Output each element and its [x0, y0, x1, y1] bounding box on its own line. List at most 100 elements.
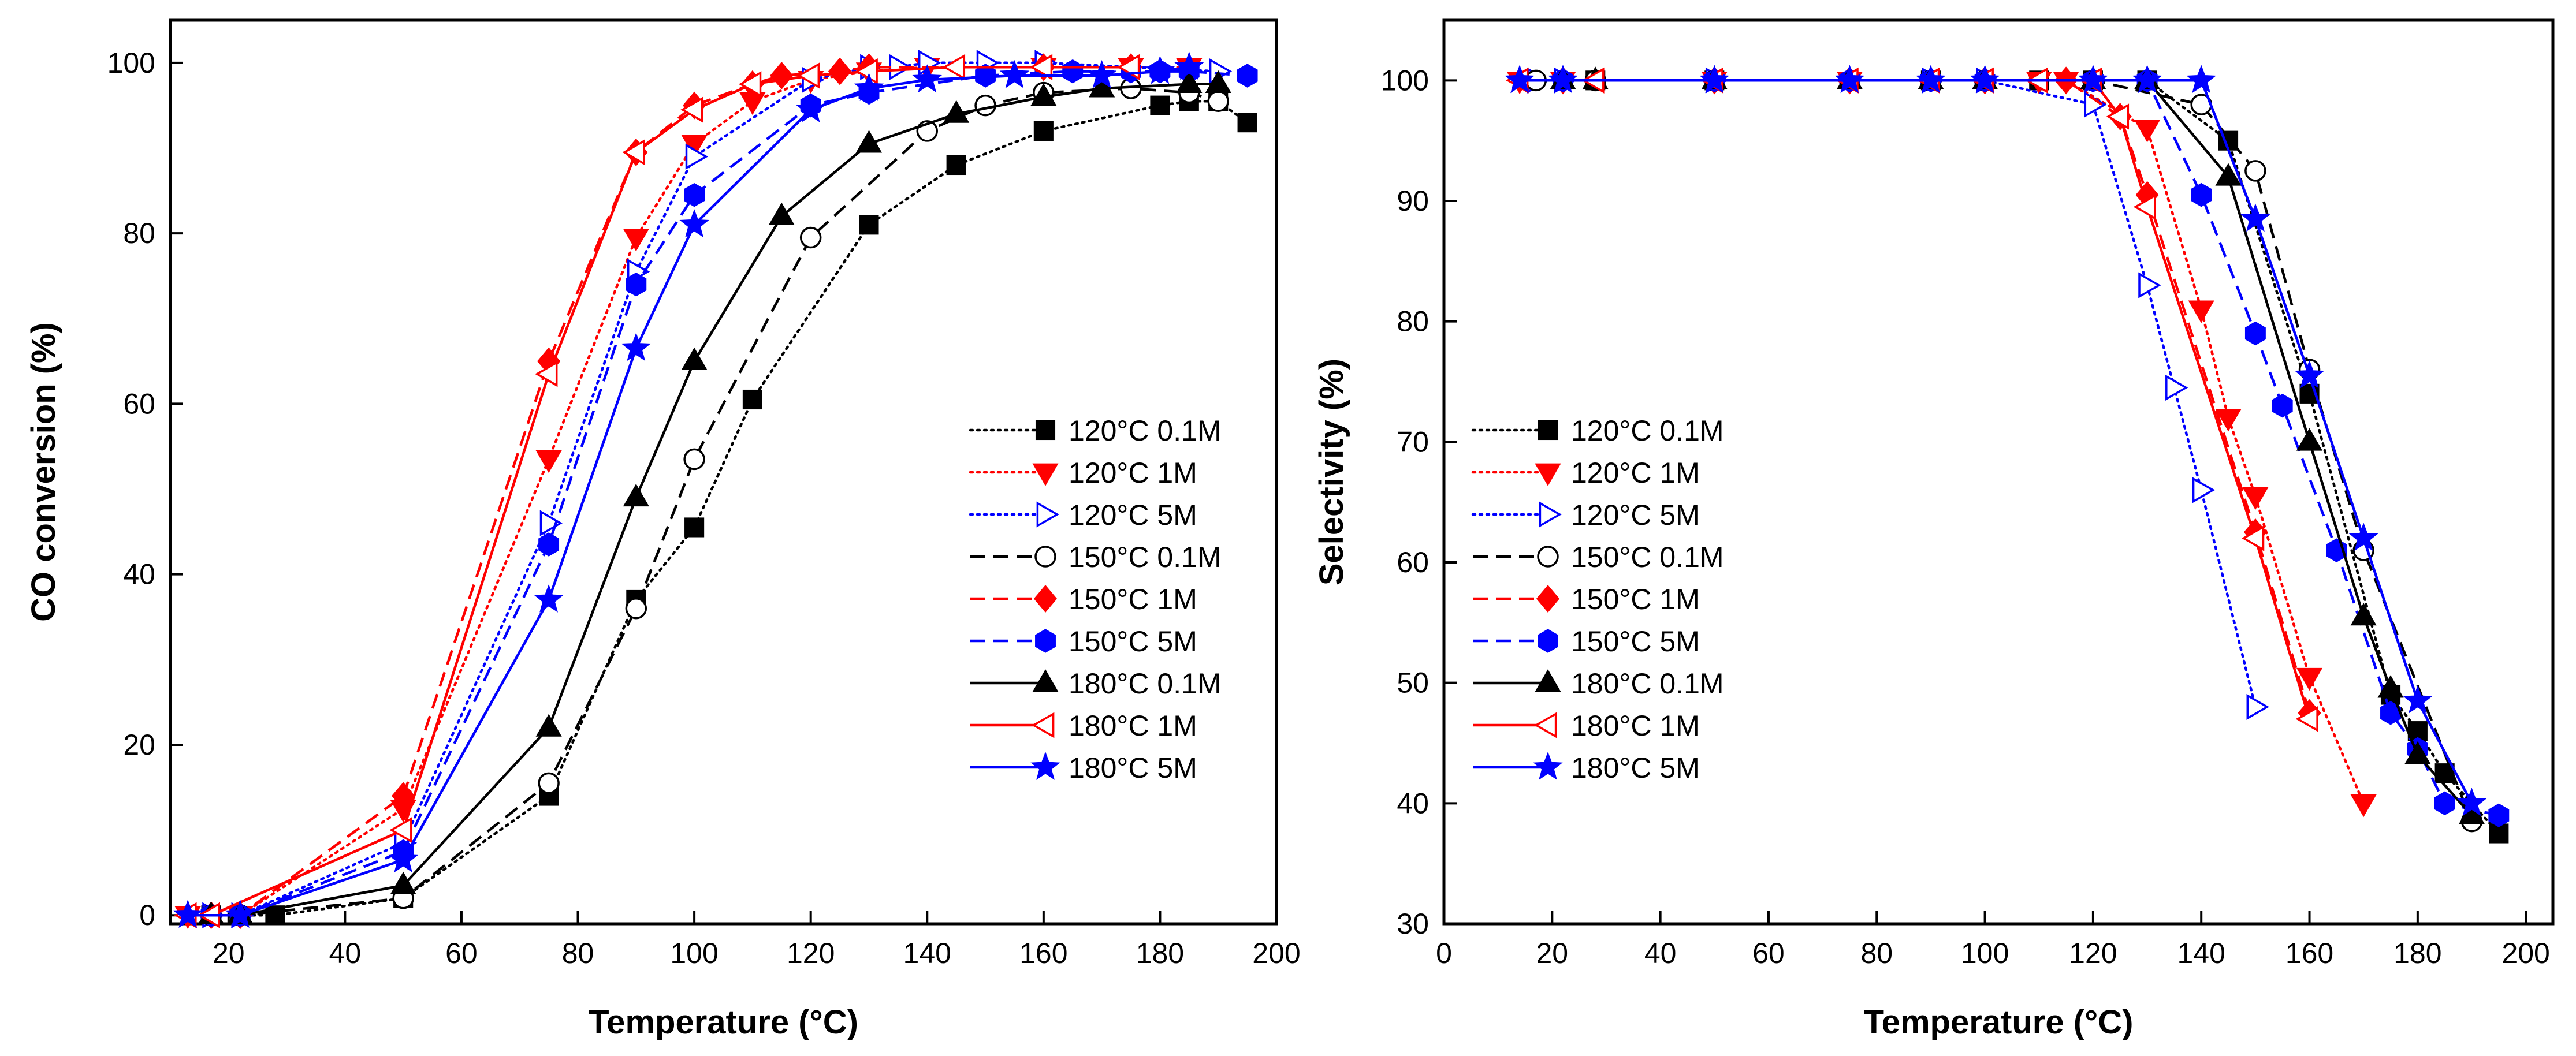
conversion-data-point [1237, 64, 1258, 88]
conversion-data-point [975, 64, 996, 88]
conversion-data-point [683, 448, 705, 471]
selectivity-data-point [2188, 300, 2214, 323]
selectivity-data-point [2434, 791, 2455, 816]
selectivity-legend-marker [1535, 463, 1561, 486]
selectivity-data-point [1834, 65, 1865, 94]
selectivity-legend-item: 120°C 0.1M [1471, 415, 1724, 447]
conversion-data-point [623, 229, 649, 252]
conversion-series-8 [173, 51, 1204, 928]
conversion-data-point [539, 510, 563, 536]
conversion-data-point [854, 73, 884, 101]
conversion-data-point [684, 517, 705, 538]
selectivity-legend-label: 120°C 1M [1571, 457, 1700, 489]
selectivity-legend-label: 150°C 0.1M [1571, 541, 1724, 573]
selectivity-legend-item: 180°C 5M [1473, 751, 1700, 784]
selectivity-data-point [2165, 374, 2188, 401]
conversion-data-point [1033, 121, 1054, 141]
selectivity-data-point [2242, 487, 2269, 510]
selectivity-data-point [1916, 65, 1946, 94]
conversion-legend-marker [1033, 585, 1058, 613]
selectivity-data-point [2350, 602, 2377, 626]
selectivity-data-point [2134, 120, 2161, 143]
selectivity-legend-label: 120°C 5M [1571, 499, 1700, 531]
selectivity-data-point [2215, 163, 2242, 186]
conversion-data-point [1030, 83, 1057, 106]
conversion-data-point [912, 64, 943, 93]
selectivity-data-point [2240, 203, 2270, 232]
conversion-data-point [1086, 59, 1117, 88]
conversion-x-tick-label: 160 [1019, 937, 1067, 969]
selectivity-data-point [2078, 65, 2108, 94]
conversion-data-point [538, 532, 560, 557]
selectivity-legend-item: 150°C 5M [1473, 625, 1700, 658]
conversion-data-point [535, 361, 558, 387]
selectivity-x-tick-label: 60 [1752, 937, 1785, 969]
selectivity-y-tick-label: 80 [1397, 305, 1429, 338]
selectivity-legend-label: 180°C 5M [1571, 752, 1700, 784]
conversion-data-point [1205, 70, 1231, 94]
conversion-x-tick-label: 140 [903, 937, 951, 969]
selectivity-data-point [2186, 65, 2216, 94]
selectivity-legend-label: 150°C 5M [1571, 625, 1700, 658]
conversion-data-point [1174, 51, 1204, 80]
conversion-data-point [1089, 74, 1115, 98]
selectivity-y-axis-label: Selectivity (%) [1313, 359, 1350, 585]
conversion-data-point [974, 94, 996, 117]
selectivity-x-tick-label: 0 [1436, 937, 1452, 969]
selectivity-x-axis-label: Temperature (°C) [1864, 1003, 2134, 1041]
selectivity-data-point [2132, 65, 2162, 94]
selectivity-x-tick-label: 20 [1536, 937, 1569, 969]
conversion-data-point [768, 202, 795, 225]
conversion-legend-marker [1032, 669, 1059, 692]
conversion-legend-marker [1032, 712, 1055, 738]
conversion-legend-label: 150°C 5M [1069, 625, 1197, 658]
selectivity-legend-marker [1537, 546, 1559, 568]
selectivity-legend-item: 180°C 1M [1473, 710, 1700, 742]
conversion-data-point [625, 597, 647, 620]
selectivity-x-tick-label: 40 [1644, 937, 1677, 969]
conversion-y-tick-label: 0 [139, 899, 155, 931]
selectivity-data-point [2348, 523, 2378, 551]
selectivity-legend-marker [1538, 629, 1558, 653]
selectivity-legend-marker [1533, 751, 1563, 780]
selectivity-series-line [1520, 79, 2473, 804]
selectivity-data-point [2380, 701, 2401, 725]
selectivity-data-point [2106, 103, 2130, 130]
conversion-y-tick-label: 100 [107, 47, 155, 79]
selectivity-axes: 0 20 40 60 80 100 120 140 160 180 200 30 40 50 60 70 80 9… [1381, 64, 2550, 969]
conversion-data-point [1145, 55, 1175, 84]
selectivity-data-point [1548, 65, 1578, 94]
selectivity-data-point [2456, 788, 2487, 816]
selectivity-data-point [2241, 525, 2265, 551]
conversion-data-point [225, 900, 255, 928]
selectivity-data-point [2294, 360, 2325, 389]
conversion-legend-label: 150°C 0.1M [1069, 541, 1222, 573]
conversion-data-point [855, 130, 883, 153]
selectivity-y-tick-label: 30 [1397, 908, 1429, 940]
conversion-data-point [795, 94, 826, 122]
selectivity-data-point [2296, 667, 2323, 691]
conversion-x-tick-label: 180 [1136, 937, 1184, 969]
conversion-data-point [684, 182, 705, 207]
selectivity-data-point [2215, 409, 2242, 432]
conversion-x-tick-label: 40 [329, 937, 362, 969]
conversion-data-point [173, 900, 203, 928]
conversion-legend-item: 150°C 1M [970, 583, 1197, 615]
selectivity-data-point [2272, 393, 2293, 418]
conversion-data-point [392, 782, 415, 810]
selectivity-x-tick-label: 80 [1860, 937, 1893, 969]
conversion-x-tick-label: 20 [213, 937, 245, 969]
conversion-legend-label: 120°C 1M [1069, 457, 1197, 489]
selectivity-x-tick-label: 100 [1961, 937, 2009, 969]
selectivity-data-point [1505, 65, 1535, 94]
conversion-data-point [859, 215, 879, 235]
selectivity-legend-item: 120°C 5M [1471, 499, 1700, 531]
selectivity-data-point [2488, 803, 2510, 827]
conversion-data-point [685, 143, 709, 170]
conversion-y-tick-label: 80 [123, 217, 155, 249]
conversion-data-point [390, 871, 416, 894]
conversion-y-tick-label: 60 [123, 387, 155, 420]
conversion-y-tick-label: 40 [123, 558, 155, 591]
selectivity-data-point [2404, 741, 2431, 764]
